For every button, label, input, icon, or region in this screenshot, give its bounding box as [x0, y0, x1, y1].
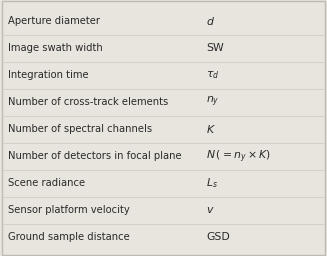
Text: Aperture diameter: Aperture diameter — [8, 16, 100, 26]
Text: $v$: $v$ — [206, 205, 215, 215]
Text: Number of spectral channels: Number of spectral channels — [8, 124, 152, 134]
Text: Integration time: Integration time — [8, 70, 89, 80]
Text: Image swath width: Image swath width — [8, 43, 103, 53]
Text: $n_y$: $n_y$ — [206, 95, 219, 110]
Text: GSD: GSD — [206, 232, 230, 242]
Text: $d$: $d$ — [206, 15, 215, 27]
Text: Scene radiance: Scene radiance — [8, 178, 85, 188]
Text: Number of detectors in focal plane: Number of detectors in focal plane — [8, 151, 182, 161]
Text: $K$: $K$ — [206, 123, 216, 135]
Text: Sensor platform velocity: Sensor platform velocity — [8, 205, 130, 215]
Text: $\tau_d$: $\tau_d$ — [206, 69, 219, 81]
Text: Number of cross-track elements: Number of cross-track elements — [8, 97, 168, 107]
Text: Ground sample distance: Ground sample distance — [8, 232, 130, 242]
Text: $N\,(= n_y \times K)$: $N\,(= n_y \times K)$ — [206, 148, 271, 165]
Text: $L_s$: $L_s$ — [206, 176, 218, 190]
Text: SW: SW — [206, 43, 224, 53]
